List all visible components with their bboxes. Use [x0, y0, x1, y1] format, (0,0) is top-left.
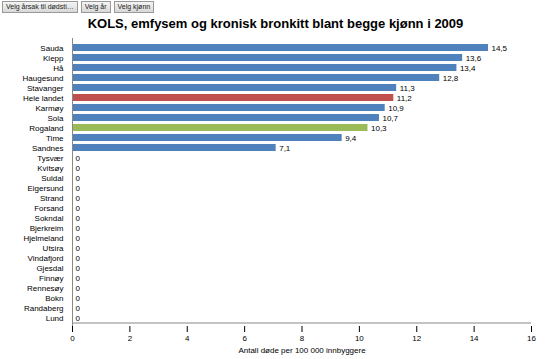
svg-text:Tysvær: Tysvær — [37, 154, 64, 163]
svg-text:Hå: Hå — [53, 64, 64, 73]
html-text:KOLS, emfysem og kronisk bronk: KOLS, emfysem og kronisk bronkitt blant … — [87, 16, 464, 31]
svg-text:Forsand: Forsand — [34, 204, 63, 213]
svg-text:Stavanger: Stavanger — [27, 84, 64, 93]
svg-text:10,3: 10,3 — [371, 124, 387, 133]
svg-text:10,7: 10,7 — [382, 114, 398, 123]
svg-text:Suldal: Suldal — [41, 174, 63, 183]
svg-text:Bjerkreim: Bjerkreim — [30, 224, 64, 233]
svg-text:Sauda: Sauda — [40, 44, 64, 53]
svg-text:2: 2 — [128, 334, 133, 343]
svg-text:16: 16 — [527, 334, 536, 343]
svg-text:Lund: Lund — [46, 314, 64, 323]
svg-text:Karmøy: Karmøy — [36, 104, 64, 113]
svg-text:8: 8 — [300, 334, 305, 343]
svg-text:Vindafjord: Vindafjord — [28, 254, 64, 263]
svg-text:Hele landet: Hele landet — [23, 94, 64, 103]
svg-text:0: 0 — [76, 194, 81, 203]
svg-text:0: 0 — [76, 254, 81, 263]
svg-text:9,4: 9,4 — [345, 134, 357, 143]
svg-text:13,4: 13,4 — [460, 64, 476, 73]
svg-text:10,9: 10,9 — [388, 104, 404, 113]
svg-text:11,2: 11,2 — [397, 94, 413, 103]
svg-text:Strand: Strand — [40, 194, 64, 203]
svg-text:Bokn: Bokn — [45, 294, 63, 303]
svg-text:Klepp: Klepp — [43, 54, 64, 63]
svg-text:Gjesdal: Gjesdal — [36, 264, 63, 273]
svg-text:Finnøy: Finnøy — [39, 274, 63, 283]
svg-text:4: 4 — [185, 334, 190, 343]
svg-text:7,1: 7,1 — [279, 144, 291, 153]
svg-text:12: 12 — [412, 334, 421, 343]
svg-text:6: 6 — [242, 334, 247, 343]
svg-text:Rogaland: Rogaland — [29, 124, 63, 133]
svg-text:11,3: 11,3 — [400, 84, 416, 93]
svg-text:Sola: Sola — [47, 114, 64, 123]
svg-text:14,5: 14,5 — [491, 44, 507, 53]
svg-text:Sokndal: Sokndal — [35, 214, 64, 223]
svg-text:Time: Time — [46, 134, 64, 143]
svg-text:Hjelmeland: Hjelmeland — [23, 234, 63, 243]
svg-text:0: 0 — [70, 334, 75, 343]
svg-text:Sandnes: Sandnes — [32, 144, 64, 153]
svg-text:Kvitsøy: Kvitsøy — [37, 164, 63, 173]
html-text:Velg årsak til dødsti…: Velg årsak til dødsti… — [6, 3, 74, 10]
svg-text:0: 0 — [76, 264, 81, 273]
svg-text:0: 0 — [76, 304, 81, 313]
svg-text:0: 0 — [76, 314, 81, 323]
html-text:Velg kjønn: Velg kjønn — [117, 3, 151, 10]
svg-text:0: 0 — [76, 284, 81, 293]
svg-text:0: 0 — [76, 224, 81, 233]
svg-text:0: 0 — [76, 204, 81, 213]
html-text:Velg år: Velg år — [84, 3, 107, 10]
svg-text:0: 0 — [76, 234, 81, 243]
svg-text:13,6: 13,6 — [466, 54, 482, 63]
svg-text:10: 10 — [355, 334, 364, 343]
svg-text:Rennesøy: Rennesøy — [27, 284, 63, 293]
svg-text:0: 0 — [76, 274, 81, 283]
svg-text:Eigersund: Eigersund — [27, 184, 63, 193]
svg-text:Antall døde per 100 000 innbyg: Antall døde per 100 000 innbyggere — [238, 346, 366, 355]
svg-text:0: 0 — [76, 154, 81, 163]
svg-text:0: 0 — [76, 184, 81, 193]
svg-text:0: 0 — [76, 244, 81, 253]
svg-text:Haugesund: Haugesund — [23, 74, 64, 83]
svg-text:0: 0 — [76, 164, 81, 173]
svg-text:0: 0 — [76, 174, 81, 183]
svg-text:0: 0 — [76, 294, 81, 303]
svg-text:12,8: 12,8 — [443, 74, 459, 83]
svg-text:0: 0 — [76, 214, 81, 223]
svg-text:Randaberg: Randaberg — [24, 304, 64, 313]
svg-text:14: 14 — [470, 334, 479, 343]
svg-text:Utsira: Utsira — [43, 244, 64, 253]
